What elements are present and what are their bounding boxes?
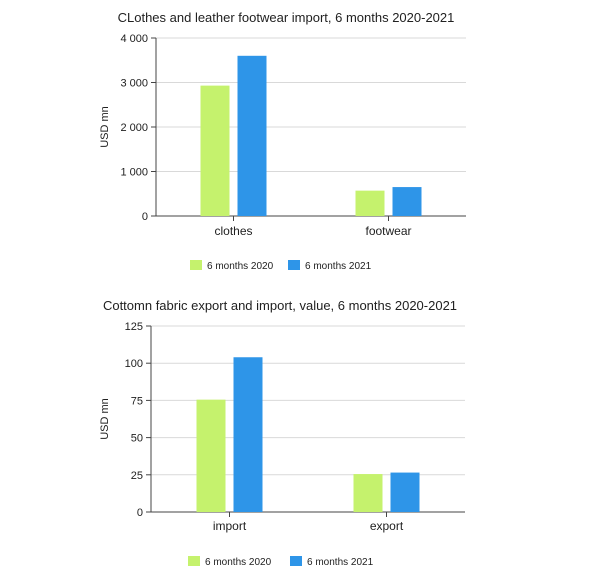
- y-axis-label: USD mn: [99, 106, 111, 148]
- legend-label-2: 6 months 2021: [307, 557, 374, 568]
- legend-swatch-1: [190, 260, 202, 270]
- y-tick-label: 1 000: [120, 167, 148, 179]
- bar-clothes-series-1: [200, 85, 230, 217]
- bar-clothes-series-2: [237, 55, 267, 216]
- y-tick-label: 2 000: [120, 122, 148, 134]
- y-tick-label: 25: [131, 470, 143, 482]
- category-label-footwear: footwear: [365, 224, 411, 238]
- legend-swatch-2: [288, 260, 300, 270]
- y-tick-label: 3 000: [120, 78, 148, 90]
- chart-clothes-footwear-import: CLothes and leather footwear import, 6 m…: [99, 10, 466, 272]
- y-tick-label: 50: [131, 433, 143, 445]
- y-tick-label: 0: [142, 211, 148, 223]
- chart-cotton-fabric-export-import: Cottomn fabric export and import, value,…: [99, 298, 465, 568]
- legend-swatch-2: [290, 556, 302, 566]
- category-label-import: import: [213, 519, 247, 533]
- y-tick-label: 75: [131, 395, 143, 407]
- bar-export-series-1: [353, 474, 383, 512]
- bar-import-series-2: [233, 357, 263, 512]
- bar-import-series-1: [196, 399, 226, 512]
- legend-label-2: 6 months 2021: [305, 261, 372, 272]
- category-label-export: export: [370, 519, 404, 533]
- bar-footwear-series-2: [392, 187, 422, 216]
- chart-title: CLothes and leather footwear import, 6 m…: [118, 10, 455, 25]
- category-label-clothes: clothes: [214, 224, 252, 238]
- y-tick-label: 125: [125, 321, 143, 333]
- bar-export-series-2: [390, 472, 420, 512]
- y-tick-label: 100: [125, 358, 143, 370]
- legend-label-1: 6 months 2020: [207, 261, 274, 272]
- y-tick-label: 0: [137, 507, 143, 519]
- y-tick-label: 4 000: [120, 33, 148, 45]
- chart-title: Cottomn fabric export and import, value,…: [103, 298, 457, 313]
- bar-footwear-series-1: [355, 190, 385, 216]
- y-axis-label: USD mn: [99, 398, 111, 440]
- legend-swatch-1: [188, 556, 200, 566]
- legend-label-1: 6 months 2020: [205, 557, 272, 568]
